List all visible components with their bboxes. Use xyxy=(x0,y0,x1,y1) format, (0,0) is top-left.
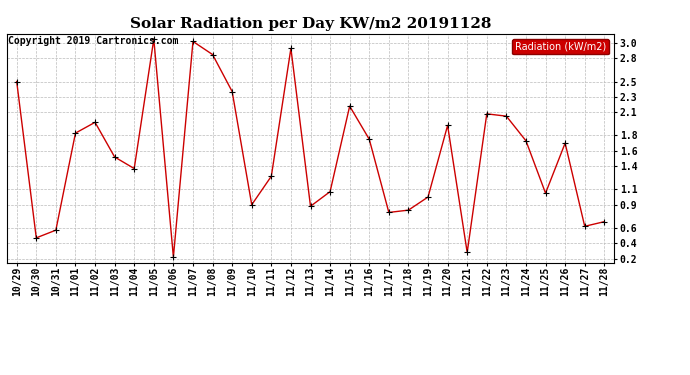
Title: Solar Radiation per Day KW/m2 20191128: Solar Radiation per Day KW/m2 20191128 xyxy=(130,17,491,31)
Legend: Radiation (kW/m2): Radiation (kW/m2) xyxy=(512,39,609,54)
Text: Copyright 2019 Cartronics.com: Copyright 2019 Cartronics.com xyxy=(8,36,179,46)
